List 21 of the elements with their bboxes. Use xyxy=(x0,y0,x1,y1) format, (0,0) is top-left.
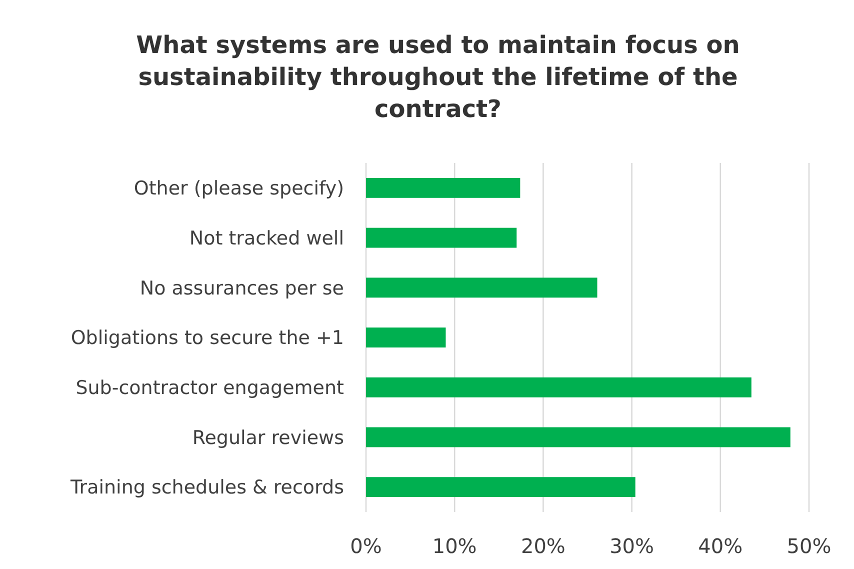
x-tick-label: 20% xyxy=(520,534,566,558)
bar xyxy=(366,477,636,498)
y-tick-label: Training schedules & records xyxy=(69,476,344,499)
y-tick-label: Obligations to secure the +1 xyxy=(70,327,344,350)
y-tick-label: Regular reviews xyxy=(192,426,344,449)
bar xyxy=(366,178,520,198)
y-tick-label: No assurances per se xyxy=(140,277,344,300)
bar xyxy=(366,328,446,348)
y-tick-label: Other (please specify) xyxy=(134,178,344,200)
x-tick-label: 40% xyxy=(698,534,743,558)
bar xyxy=(366,278,598,298)
bar xyxy=(366,427,790,448)
y-tick-label: Not tracked well xyxy=(189,227,344,250)
bar xyxy=(366,377,752,398)
x-tick-label: 30% xyxy=(610,534,654,558)
y-tick-label: Sub-contractor engagement xyxy=(76,377,344,400)
x-tick-label: 50% xyxy=(786,534,832,558)
x-tick-label: 10% xyxy=(432,534,477,558)
x-tick-label: 0% xyxy=(350,534,382,558)
chart-title: What systems are used to maintain focus on sustainability throughout the lifetime of the contract? xyxy=(136,31,740,123)
bar xyxy=(366,228,517,248)
